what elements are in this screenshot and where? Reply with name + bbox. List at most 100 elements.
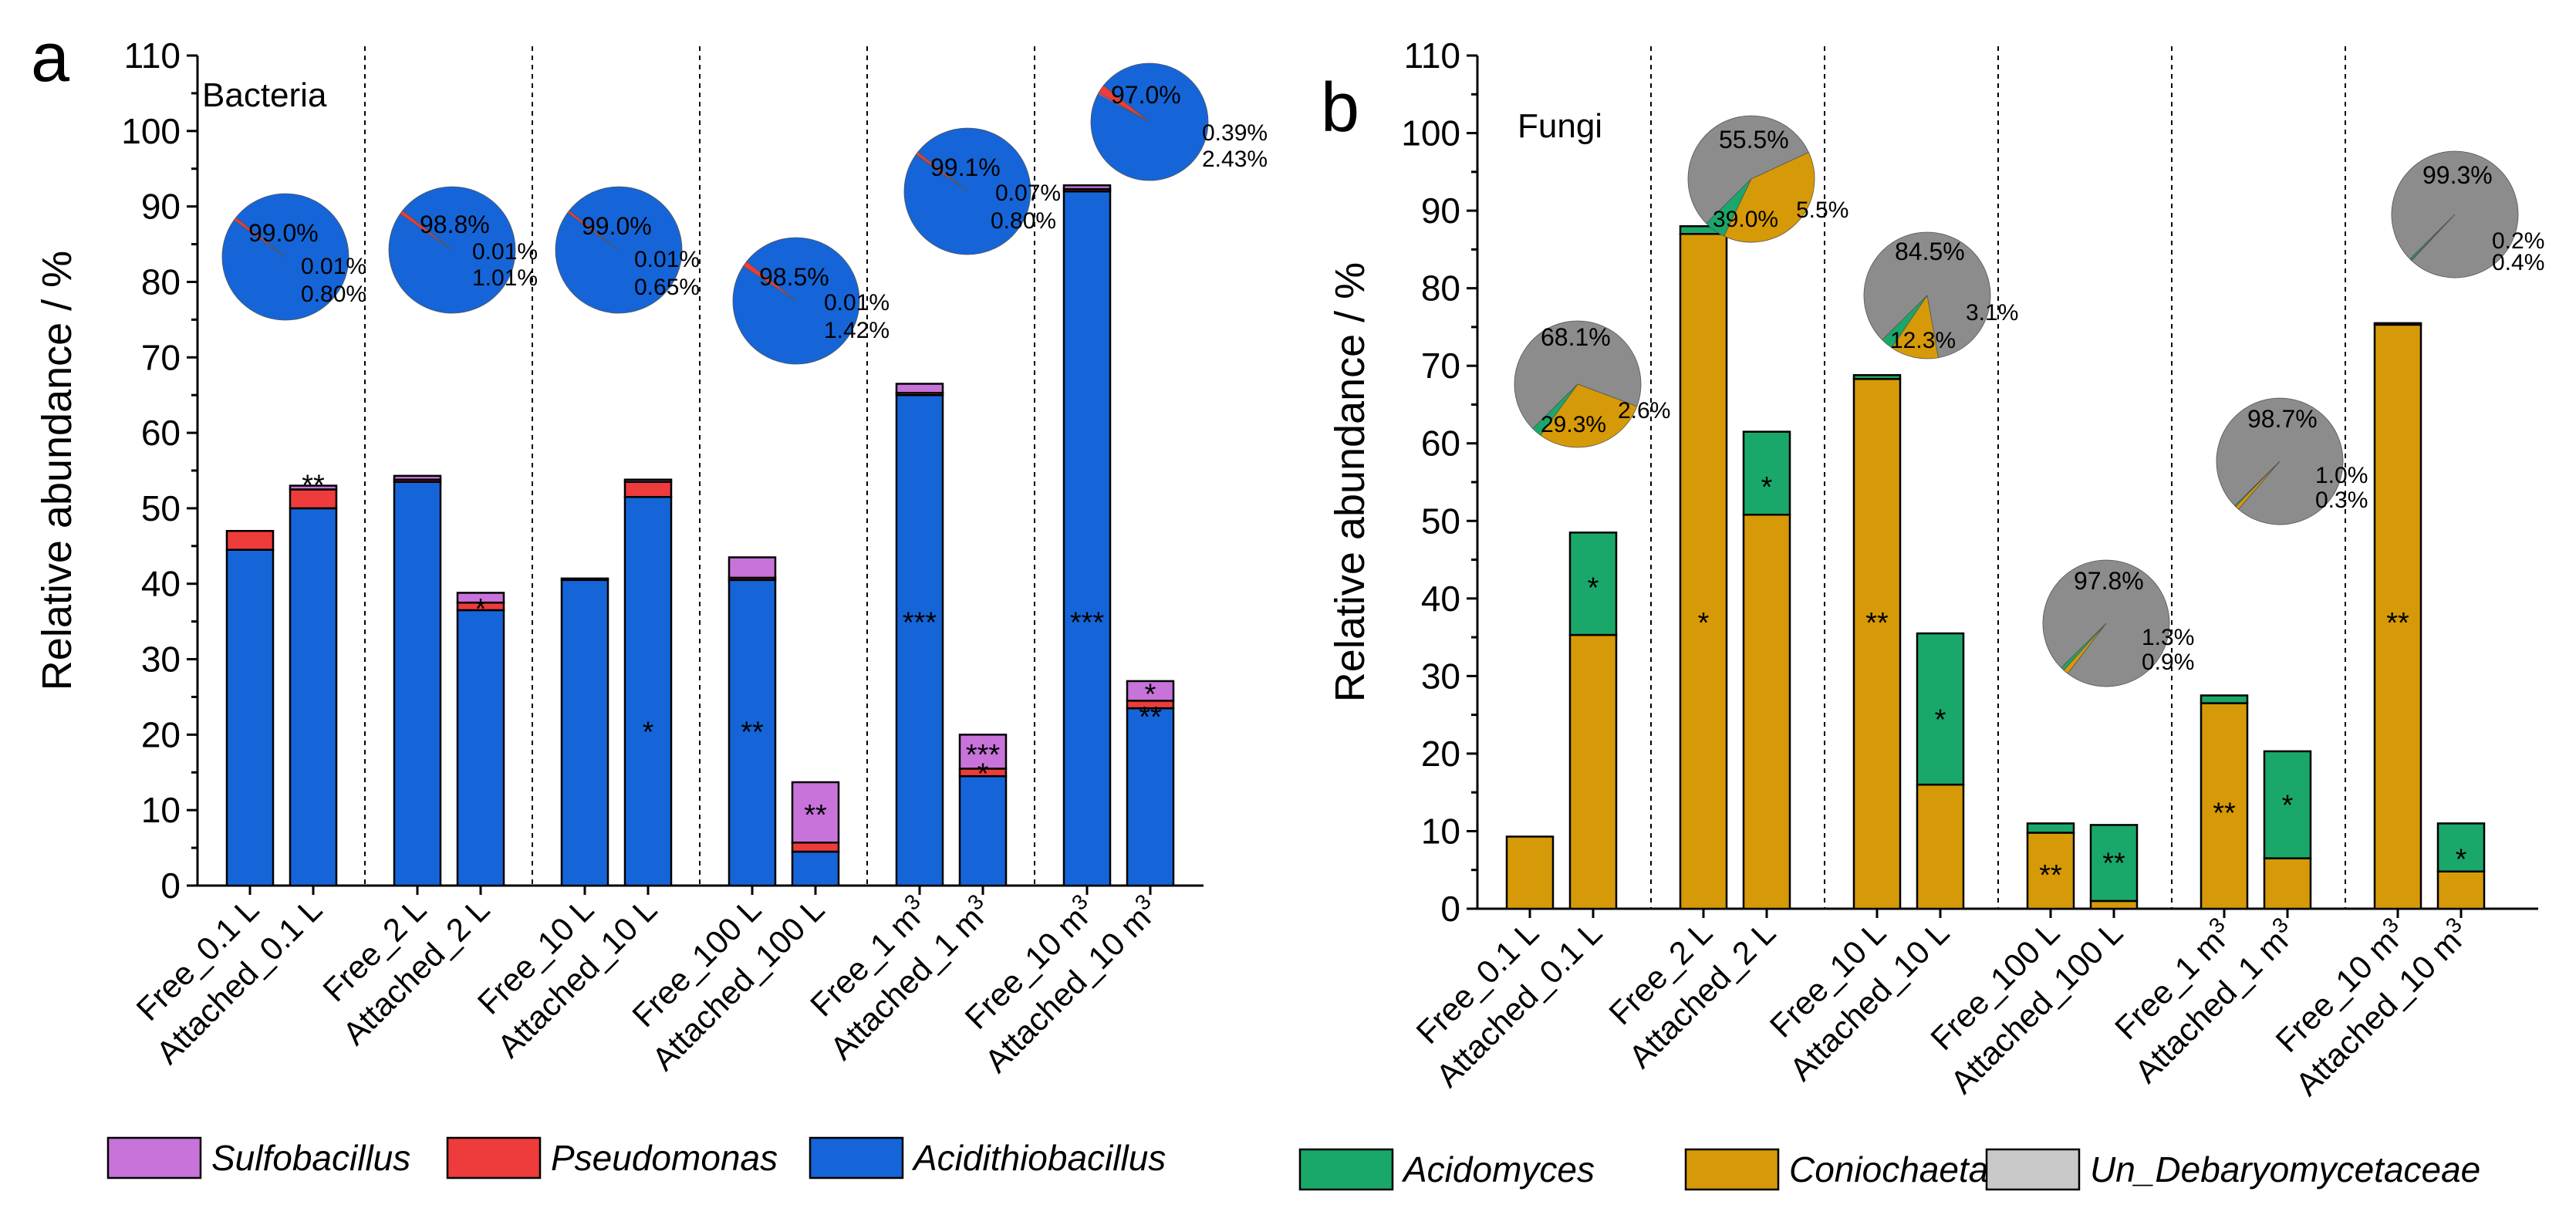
pie-label: 12.3% (1890, 328, 1956, 353)
pie-label: 1.0% (2315, 463, 2368, 488)
y-tick-label: 10 (1421, 811, 1460, 851)
pie-slice-acidithiobacillus (903, 127, 1031, 255)
y-tick-label: 50 (1421, 501, 1460, 541)
y-tick-label: 100 (121, 111, 181, 151)
pie-label: 29.3% (1541, 412, 1606, 437)
y-tick-label: 110 (124, 35, 181, 76)
pie-label: 0.07% (995, 181, 1061, 206)
y-tick-label: 0 (160, 866, 181, 906)
bar-segment-sulfobacillus (728, 556, 777, 579)
bar-segment-sulfobacillus (1062, 184, 1112, 191)
pie-label: 68.1% (1541, 323, 1611, 351)
bar-segment-acidomyces (1742, 430, 1791, 516)
pie-slice-un-debaryomycetaceae (1514, 320, 1642, 430)
pie-label: 97.0% (1111, 81, 1181, 109)
legend-swatch-acidomyces (1298, 1148, 1394, 1191)
y-tick-label: 70 (141, 337, 181, 377)
bar-segment-sulfobacillus (623, 478, 673, 483)
pie-label: 2.6% (1618, 398, 1670, 424)
pie-label: 99.1% (930, 154, 1001, 181)
pie-label: 0.01% (301, 254, 366, 279)
pie-label: 0.01% (634, 247, 700, 272)
y-tick-label: 30 (1421, 656, 1460, 696)
significance-marker: ** (1139, 701, 1162, 734)
bar-segment-acidithiobacillus (456, 609, 505, 887)
bar-segment-coniochaeta (2026, 832, 2075, 910)
bar-segment-acidithiobacillus (791, 850, 840, 887)
significance-marker: * (1761, 471, 1773, 504)
significance-marker: ** (741, 716, 764, 748)
pie-slice-pseudomonas (400, 210, 453, 251)
pie-slice-coniochaeta (1724, 152, 1815, 243)
pie-slice-acidithiobacillus (388, 186, 516, 314)
significance-marker: * (1145, 679, 1156, 711)
bar-segment-coniochaeta (2436, 870, 2486, 910)
significance-marker: * (475, 593, 487, 626)
y-tick-label: 60 (1421, 424, 1460, 464)
y-tick-label: 30 (141, 639, 181, 680)
pie-label: 97.8% (2074, 567, 2144, 595)
y-tick-label: 80 (1421, 268, 1460, 309)
y-tick-label: 20 (141, 714, 181, 754)
bar-segment-sulfobacillus (1126, 680, 1175, 702)
y-tick-label: 10 (141, 790, 181, 830)
significance-marker: ** (2213, 797, 2236, 829)
bar-segment-acidomyces (2373, 322, 2422, 326)
legend-label: Acidithiobacillus (911, 1138, 1166, 1178)
bar-segment-acidithiobacillus (1126, 707, 1175, 887)
significance-marker: ** (1865, 607, 1889, 639)
bar-segment-coniochaeta (1742, 513, 1791, 910)
pie-slice-pseudomonas (915, 151, 968, 192)
bar-segment-pseudomonas (560, 577, 609, 582)
pie-slice-acidomyces (1882, 295, 1928, 349)
significance-marker: * (1588, 572, 1599, 605)
pie-label: 0.01% (824, 290, 890, 316)
bar-segment-sulfobacillus (393, 474, 442, 481)
significance-marker: ** (2386, 607, 2409, 639)
pie-slice-coniochaeta (1891, 294, 1939, 359)
pie-label: 99.0% (248, 219, 319, 247)
legend-swatch-sulfobacillus (106, 1136, 202, 1179)
panel-letter: b (1321, 69, 1359, 147)
legend-swatch-un-debaryomycetaceae (1985, 1148, 2081, 1191)
pie-label: 0.80% (991, 208, 1056, 234)
bar-segment-sulfobacillus (791, 781, 840, 844)
pie-label: 1.42% (824, 318, 890, 343)
legend-label: Pseudomonas (551, 1138, 778, 1178)
significance-marker: *** (903, 607, 937, 639)
pie-slice-pseudomonas (742, 261, 797, 302)
y-tick-label: 90 (141, 187, 181, 227)
bar-segment-coniochaeta (1505, 835, 1555, 910)
pie-slice-coniochaeta (1540, 383, 1638, 448)
bar-segment-coniochaeta (1679, 233, 1728, 910)
y-tick-label: 20 (1421, 734, 1460, 774)
y-tick-label: 40 (141, 564, 181, 604)
pie-slice-pseudomonas (567, 210, 620, 251)
pie-slice-acidomyces (1532, 383, 1578, 436)
bar-segment-coniochaeta (2373, 323, 2422, 910)
bar-segment-acidithiobacillus (393, 481, 442, 887)
pie-slice-un-debaryomycetaceae (2216, 397, 2344, 525)
bar-segment-pseudomonas (791, 841, 840, 853)
bar-segment-acidomyces (1916, 632, 1965, 786)
bar-segment-pseudomonas (225, 530, 275, 551)
pie-slice-acidomyces (2409, 214, 2456, 261)
y-tick-label: 90 (1421, 191, 1460, 231)
pie-label: 2.43% (1202, 147, 1268, 172)
bar-segment-acidomyces (2026, 822, 2075, 834)
bar-segment-acidomyces (1568, 532, 1618, 636)
significance-marker: ** (2102, 848, 2125, 880)
panel-b-fungi-chart: 0 10 20 30 40 50 60 70 80 90 100 110 Relative abunda… (1298, 35, 2544, 1191)
bar-segment-acidithiobacillus (289, 507, 338, 887)
pie-label: 39.0% (1713, 207, 1778, 232)
pie-slice-pseudomonas (233, 217, 286, 258)
y-tick-label: 50 (141, 488, 181, 528)
significance-marker: * (977, 758, 989, 790)
bar-segment-pseudomonas (623, 481, 673, 498)
pie-label: 99.0% (582, 212, 652, 240)
significance-marker: * (2282, 789, 2294, 822)
pie-label: 0.39% (1202, 120, 1268, 146)
pie-label: 0.4% (2492, 250, 2544, 275)
pie-label: 0.3% (2315, 488, 2368, 513)
